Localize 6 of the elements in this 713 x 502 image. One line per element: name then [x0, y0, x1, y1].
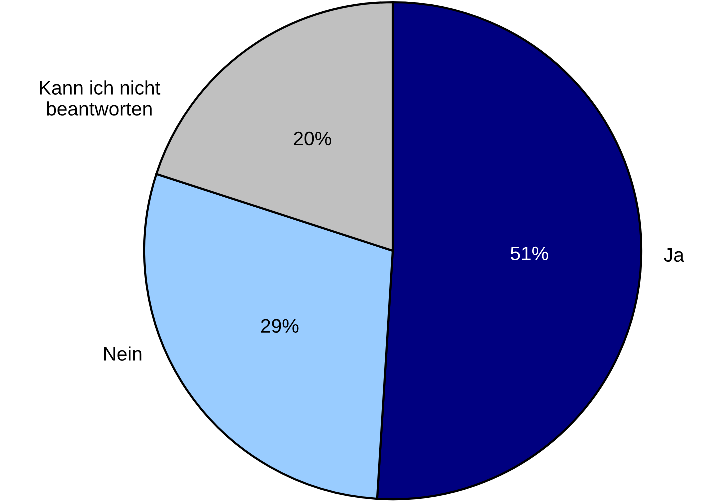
data-label: 29% — [261, 319, 299, 334]
slice-label: Kann ich nicht beantworten — [40, 80, 161, 116]
slice-label: Nein — [104, 346, 142, 361]
slice-label: Ja — [664, 248, 684, 262]
data-label: 51% — [510, 246, 548, 261]
data-label: 20% — [294, 132, 332, 146]
